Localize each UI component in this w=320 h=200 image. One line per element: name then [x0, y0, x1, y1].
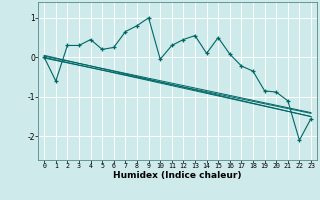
X-axis label: Humidex (Indice chaleur): Humidex (Indice chaleur): [113, 171, 242, 180]
